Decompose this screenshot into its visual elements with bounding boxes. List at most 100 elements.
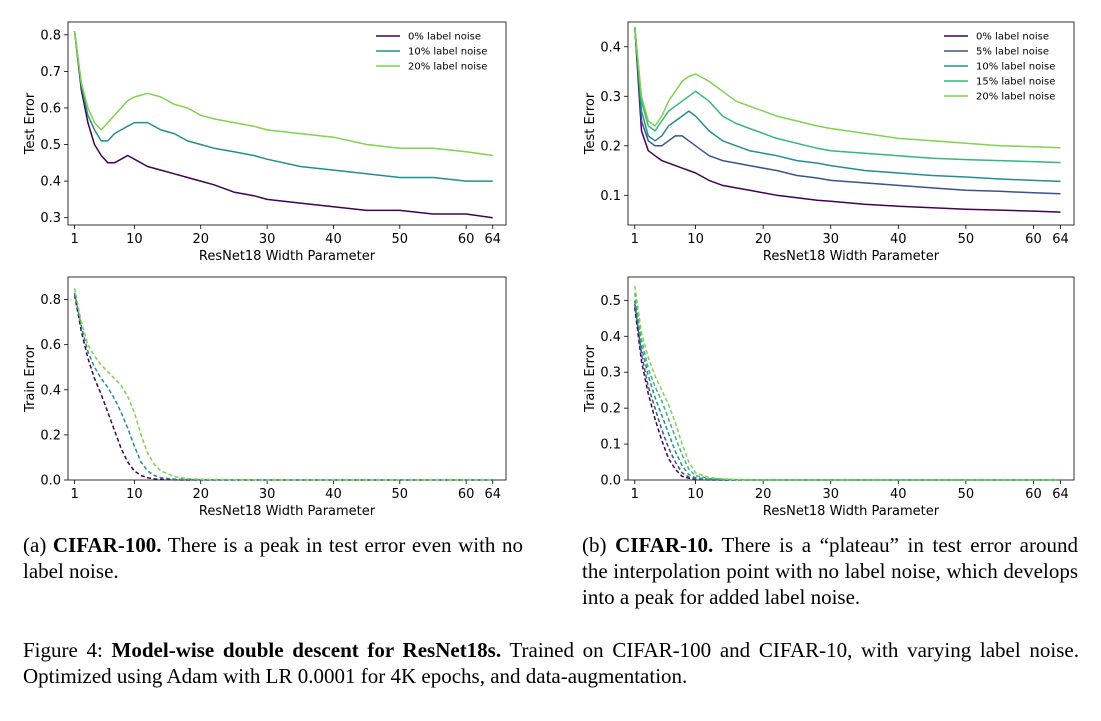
series-line-b-test-20 xyxy=(634,26,1061,149)
legend-label: 5% label noise xyxy=(976,47,1049,58)
series-line-a-train-10 xyxy=(73,292,493,481)
y-axis-label: Test Error xyxy=(583,92,598,155)
y-tick-label: 0.8 xyxy=(40,28,61,43)
y-axis-label: Test Error xyxy=(23,92,38,155)
x-tick-label: 50 xyxy=(958,232,975,247)
panel-a-train: 1 10 20 30 40 50 60 64 0.0 0.2 0.4 0.6 0.8 ResNet18 W… xyxy=(23,276,507,519)
y-tick-label: 0.4 xyxy=(600,330,621,345)
series-line-b-test-5 xyxy=(634,26,1061,195)
series-line-b-test-15 xyxy=(634,26,1061,164)
caption-a: (a) CIFAR-100. There is a peak in test e… xyxy=(23,532,523,584)
y-tick-label: 0.4 xyxy=(40,383,61,398)
legend-label: 15% label noise xyxy=(976,77,1055,88)
x-tick-label: 1 xyxy=(70,487,78,502)
x-tick-label: 30 xyxy=(259,232,276,247)
legend-label: 20% label noise xyxy=(408,62,487,73)
x-tick-label: 40 xyxy=(890,232,907,247)
x-tick-label: 20 xyxy=(192,232,209,247)
series-line-a-train-0 xyxy=(73,294,493,481)
x-tick-label: 64 xyxy=(484,487,501,502)
x-tick-label: 10 xyxy=(126,487,143,502)
x-axis-label: ResNet18 Width Parameter xyxy=(763,504,940,519)
caption-b: (b) CIFAR-10. There is a “plateau” in te… xyxy=(582,532,1078,610)
series-line-b-train-5 xyxy=(634,303,1061,481)
y-tick-label: 0.2 xyxy=(600,139,621,154)
series-line-b-train-20 xyxy=(634,285,1061,481)
caption-b-text: There is a “plateau” in test error aroun… xyxy=(582,533,1078,609)
x-tick-label: 30 xyxy=(822,232,839,247)
x-tick-label: 40 xyxy=(325,232,342,247)
y-tick-label: 0.8 xyxy=(40,293,61,308)
y-tick-label: 0.2 xyxy=(600,402,621,417)
plot-frame xyxy=(67,21,507,226)
x-tick-label: 1 xyxy=(70,232,78,247)
y-tick-label: 0.3 xyxy=(600,90,621,105)
y-tick-label: 0.1 xyxy=(600,438,621,453)
figure: 1 10 20 30 40 50 60 64 0.3 0.4 0.5 0.6 0.7 0.8 ResNet1… xyxy=(23,21,1075,519)
x-tick-label: 40 xyxy=(890,487,907,502)
caption-b-label: (b) xyxy=(582,533,616,557)
y-tick-label: 0.6 xyxy=(40,338,61,353)
x-tick-label: 20 xyxy=(192,487,209,502)
y-tick-label: 0.6 xyxy=(40,101,61,116)
caption-b-title: CIFAR-10. xyxy=(615,533,714,557)
x-tick-label: 50 xyxy=(392,232,409,247)
plot-frame xyxy=(627,276,1075,481)
series-line-b-train-15 xyxy=(634,293,1061,481)
caption-a-label: (a) xyxy=(23,533,53,557)
x-tick-label: 30 xyxy=(822,487,839,502)
x-tick-label: 50 xyxy=(392,487,409,502)
figure-caption-title: Model-wise double descent for ResNet18s. xyxy=(111,638,502,662)
figure-caption-label: Figure 4: xyxy=(23,638,112,662)
panel-a-test: 1 10 20 30 40 50 60 64 0.3 0.4 0.5 0.6 0.7 0.8 ResNet1… xyxy=(23,21,507,264)
panel-b-test: 1 10 20 30 40 50 60 64 0.1 0.2 0.3 0.4 ResNet18 Widt… xyxy=(583,21,1075,264)
x-tick-label: 10 xyxy=(687,487,704,502)
x-axis-label: ResNet18 Width Parameter xyxy=(199,504,376,519)
legend-label: 10% label noise xyxy=(976,62,1055,73)
series-line-b-train-0 xyxy=(634,307,1061,481)
legend-label: 0% label noise xyxy=(408,32,481,43)
y-axis-label: Train Error xyxy=(583,344,598,413)
x-tick-label: 60 xyxy=(458,487,475,502)
x-tick-label: 60 xyxy=(1025,232,1042,247)
y-tick-label: 0.1 xyxy=(600,189,621,204)
x-tick-label: 64 xyxy=(484,232,501,247)
plot-frame xyxy=(67,276,507,481)
x-tick-label: 10 xyxy=(687,232,704,247)
x-tick-label: 64 xyxy=(1052,232,1069,247)
x-tick-label: 1 xyxy=(631,487,639,502)
x-tick-label: 64 xyxy=(1052,487,1069,502)
x-axis-label: ResNet18 Width Parameter xyxy=(763,249,940,264)
y-tick-label: 0.0 xyxy=(600,474,621,489)
series-line-b-train-10 xyxy=(634,300,1061,481)
y-tick-label: 0.5 xyxy=(40,138,61,153)
y-tick-label: 0.3 xyxy=(40,211,61,226)
series-line-b-test-0 xyxy=(634,26,1061,213)
series-line-b-test-10 xyxy=(634,26,1061,183)
series-line-a-test-10 xyxy=(73,31,493,182)
x-tick-label: 10 xyxy=(126,232,143,247)
x-tick-label: 40 xyxy=(325,487,342,502)
y-tick-label: 0.4 xyxy=(600,40,621,55)
caption-a-title: CIFAR-100. xyxy=(52,533,162,557)
y-tick-label: 0.2 xyxy=(40,428,61,443)
y-tick-label: 0.3 xyxy=(600,366,621,381)
x-tick-label: 30 xyxy=(259,487,276,502)
y-tick-label: 0.0 xyxy=(40,474,61,489)
y-axis-label: Train Error xyxy=(23,344,38,413)
x-tick-label: 20 xyxy=(755,487,772,502)
panel-b-train: 1 10 20 30 40 50 60 64 0.0 0.1 0.2 0.3 0.4 0.5 ResNet1… xyxy=(583,276,1075,519)
figure-caption: Figure 4: Model-wise double descent for … xyxy=(23,637,1079,689)
y-tick-label: 0.4 xyxy=(40,175,61,190)
legend-label: 0% label noise xyxy=(976,32,1049,43)
series-line-a-test-20 xyxy=(73,31,493,157)
legend-label: 20% label noise xyxy=(976,92,1055,103)
figure-caption-text: Trained on CIFAR-100 and CIFAR-10, with … xyxy=(23,638,1079,688)
x-tick-label: 1 xyxy=(631,232,639,247)
caption-a-text: There is a peak in test error even with … xyxy=(23,533,523,583)
x-tick-label: 20 xyxy=(755,232,772,247)
x-tick-label: 60 xyxy=(1025,487,1042,502)
y-tick-label: 0.7 xyxy=(40,65,61,80)
legend-label: 10% label noise xyxy=(408,47,487,58)
x-tick-label: 60 xyxy=(458,232,475,247)
